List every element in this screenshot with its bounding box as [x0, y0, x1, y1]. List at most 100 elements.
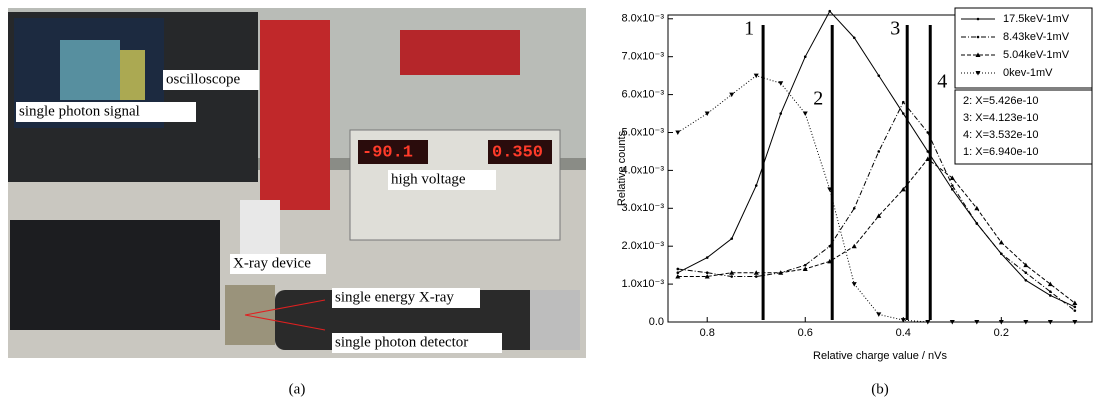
photo-label: high voltage [391, 171, 466, 187]
series-point [779, 112, 783, 115]
y-tick-label: 0.0 [649, 316, 664, 328]
signal-trace [120, 50, 145, 100]
series-point [1024, 279, 1028, 282]
legend-marker [976, 35, 980, 39]
series-point [828, 244, 832, 248]
series-point [754, 275, 758, 278]
series-point [852, 36, 856, 40]
series-point [778, 270, 784, 275]
series-point [901, 112, 905, 115]
series-point [704, 111, 710, 117]
series-point [876, 213, 882, 218]
series-point [754, 184, 758, 187]
hv-readout: -90.1 [362, 143, 413, 162]
label-box [16, 102, 196, 122]
red-box [400, 30, 520, 75]
label-box [332, 288, 480, 308]
series-point [1023, 262, 1029, 268]
cursor-readout: 4: X=3.532e-10 [963, 129, 1039, 141]
series-point [705, 271, 709, 275]
series-line [677, 158, 1076, 304]
series-point [852, 206, 856, 210]
cursor-readout: 2: X=5.426e-10 [963, 95, 1039, 107]
cursor-readout: 3: X=4.123e-10 [963, 112, 1039, 124]
series-point [1049, 294, 1052, 297]
y-tick-label: 7.0x10⁻³ [622, 51, 665, 63]
label-box [388, 170, 496, 190]
series-point [998, 320, 1004, 325]
y-tick-label: 6.0x10⁻³ [622, 88, 665, 100]
label-box [332, 333, 502, 353]
series-point [1072, 300, 1078, 306]
xray-beam [244, 299, 326, 316]
cursor-label: 1 [744, 18, 754, 40]
photo-label: single photon signal [19, 103, 140, 119]
photo-label: oscilloscope [166, 71, 240, 87]
series-point [803, 55, 807, 58]
series-point [851, 243, 857, 249]
y-tick-label: 3.0x10⁻³ [622, 202, 665, 214]
series-point [676, 271, 680, 275]
series-point [730, 237, 734, 240]
xray-device [240, 200, 280, 260]
legend-label: 8.43keV-1mV [1003, 31, 1070, 43]
xray-beam [244, 314, 326, 331]
series-point [1072, 320, 1078, 325]
series-point [778, 81, 784, 86]
series-point [877, 150, 881, 153]
cursor-label: 3 [890, 18, 900, 40]
chart: 0.0 1.0x10⁻³ 2.0x10⁻³ 3.0x10⁻³ 4.0x10⁻³ 5.0x1… [616, 7, 1093, 397]
series-point [974, 320, 980, 325]
series-point [998, 239, 1004, 245]
photo-labels: oscilloscope single photon signal high v… [16, 70, 502, 353]
photo: -90.1 0.350 [8, 8, 586, 358]
hv-readout: 0.350 [492, 143, 543, 162]
series-point [975, 222, 979, 225]
detector-end [530, 290, 580, 350]
series-point [675, 130, 681, 135]
caption: (a) [289, 381, 306, 397]
display [488, 140, 552, 164]
series-point [949, 320, 955, 325]
y-axis-label: Relative counts [616, 130, 628, 206]
photo-label: X-ray device [233, 255, 311, 271]
x-tick-label: 0.4 [896, 327, 911, 339]
series-point [951, 188, 954, 191]
series-point [1049, 290, 1052, 293]
series-point [1024, 271, 1028, 275]
cursor-label: 2 [813, 88, 823, 110]
series-point [729, 270, 735, 275]
series-point [974, 205, 980, 211]
series-point [1047, 320, 1053, 325]
y-tick-label: 4.0x10⁻³ [622, 164, 665, 176]
series-point [926, 150, 930, 153]
label-box [163, 70, 259, 90]
plot-frame [667, 14, 1093, 323]
x-tick-label: 0.6 [798, 327, 813, 339]
legend-marker [975, 52, 981, 57]
legend-label: 0kev-1mV [1003, 67, 1053, 79]
series-point [753, 270, 759, 275]
x-axis-label: Relative charge value / nVs [813, 350, 947, 362]
keyboard [10, 220, 220, 330]
y-tick-label: 2.0x10⁻³ [622, 240, 665, 252]
x-tick-label: 0.8 [700, 327, 715, 339]
series-point [729, 92, 735, 98]
series-point [753, 73, 759, 79]
series-point [675, 274, 681, 279]
cursor-label: 4 [937, 71, 947, 93]
cursor-readout: 1: X=6.940e-10 [963, 146, 1039, 158]
series-point [704, 274, 710, 279]
legend-marker [976, 17, 980, 21]
series-point [925, 320, 931, 325]
photo-label: single photon detector [335, 334, 468, 350]
readout-box [954, 89, 1093, 165]
series-point [877, 74, 881, 77]
series-point [1047, 281, 1053, 287]
series-point [951, 184, 954, 187]
y-tick-label: 5.0x10⁻³ [622, 126, 665, 138]
series-point [926, 131, 930, 134]
caption: (b) [871, 381, 889, 397]
series-point [828, 9, 832, 13]
